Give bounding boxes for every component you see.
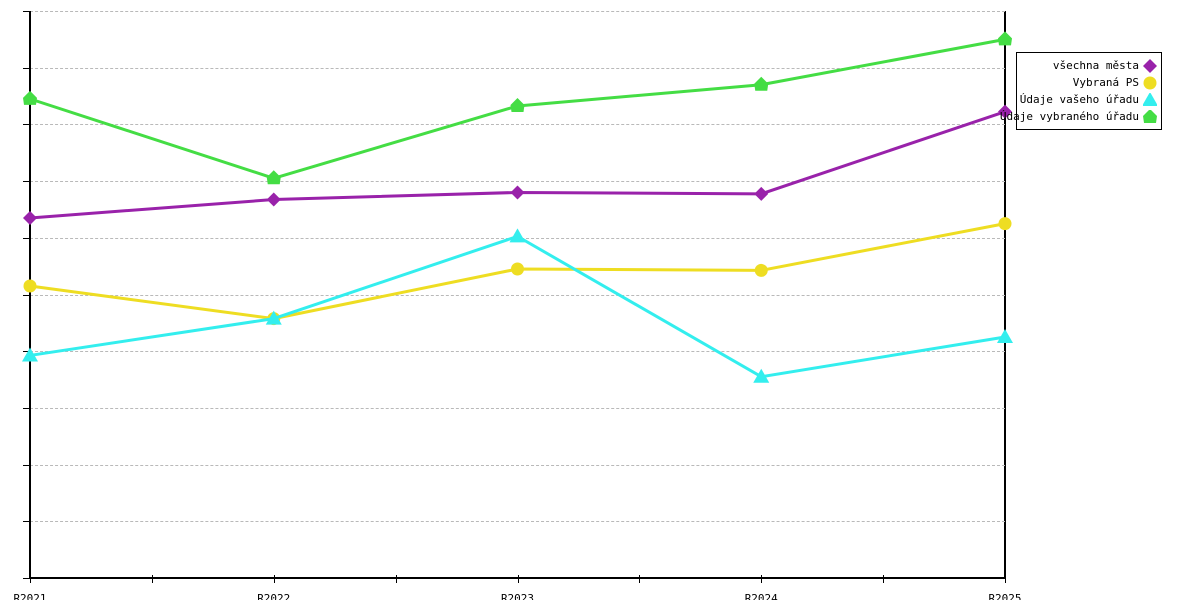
data-point[interactable] <box>265 310 282 325</box>
data-point[interactable] <box>998 104 1012 119</box>
legend-item[interactable]: Údaje vašeho úřadu <box>1019 91 1157 108</box>
series-layer <box>22 31 1013 383</box>
gridline <box>30 351 1005 353</box>
data-point[interactable] <box>266 192 281 207</box>
y-axis-tick <box>23 521 31 523</box>
gridline <box>30 11 1005 12</box>
y-axis-tick <box>23 181 31 183</box>
x-axis-tick <box>761 575 763 583</box>
gridline <box>30 294 1005 296</box>
y-axis-tick <box>23 124 31 126</box>
legend-marker-pentagon-icon <box>1143 109 1157 123</box>
data-point[interactable] <box>23 279 37 293</box>
y-axis-tick <box>23 578 31 579</box>
x-axis-tick <box>395 575 397 583</box>
data-point[interactable] <box>511 262 524 276</box>
y-axis-tick <box>23 237 31 239</box>
x-axis-tick <box>1005 575 1006 583</box>
x-axis-tick-label: R2021 <box>13 592 47 600</box>
legend-marker-circle-icon <box>1143 76 1157 89</box>
x-axis-tick <box>30 575 31 583</box>
legend-marker-triangle-icon <box>1143 92 1157 106</box>
data-point[interactable] <box>22 347 38 362</box>
right-axis-line <box>1004 11 1006 578</box>
legend-item-label: všechna města <box>1052 59 1139 72</box>
x-axis-tick-label: R2025 <box>988 592 1022 600</box>
gridline <box>30 67 1005 69</box>
y-axis-tick <box>23 464 31 466</box>
series-3 <box>22 228 1013 383</box>
y-axis-tick <box>23 351 31 353</box>
legend-item-label: Údaje vašeho úřadu <box>1019 93 1139 106</box>
data-point[interactable] <box>23 90 37 105</box>
x-axis-tick-label: R2024 <box>744 592 778 600</box>
x-axis-tick-label: R2023 <box>500 592 535 600</box>
data-point[interactable] <box>23 210 37 225</box>
data-point[interactable] <box>266 170 281 185</box>
x-axis-tick <box>273 575 275 583</box>
gridline <box>30 407 1005 409</box>
gridline <box>30 124 1005 126</box>
data-point[interactable] <box>754 76 769 91</box>
legend-item[interactable]: Údaje vybraného úřadu <box>1000 108 1157 125</box>
data-point[interactable] <box>509 228 526 243</box>
gridline <box>30 464 1005 466</box>
legend-item-label: Vybraná PS <box>1072 76 1139 89</box>
legend-item[interactable]: Vybraná PS <box>1019 74 1157 91</box>
x-axis-tick <box>151 575 153 583</box>
data-point[interactable] <box>754 263 768 277</box>
x-axis-tick <box>517 575 519 583</box>
data-point[interactable] <box>510 97 525 112</box>
series-line <box>28 110 1007 220</box>
x-axis-tick-label: R2022 <box>257 592 291 600</box>
y-axis-tick <box>23 67 31 69</box>
data-point[interactable] <box>997 329 1013 344</box>
y-axis-tick <box>23 294 31 296</box>
data-point[interactable] <box>753 368 770 383</box>
chart-legend: všechna města Vybraná PS Údaje vašeho úřad… <box>1000 52 1162 130</box>
data-point[interactable] <box>510 185 525 200</box>
plot-area: 00.20.40.60.811.21.41.61.82 R2021R2022R2… <box>13 11 1022 600</box>
data-point[interactable] <box>998 31 1012 46</box>
gridline <box>30 521 1005 523</box>
series-1 <box>23 104 1012 225</box>
gridline <box>30 181 1005 183</box>
legend-item[interactable]: všechna města <box>1019 57 1157 74</box>
data-point[interactable] <box>754 186 769 201</box>
y-axis-tick <box>23 11 31 12</box>
legend-item-label: Údaje vybraného úřadu <box>999 110 1139 123</box>
y-axis-tick <box>23 407 31 409</box>
series-4 <box>23 31 1012 185</box>
data-point[interactable] <box>998 217 1012 231</box>
x-axis-tick <box>883 575 885 583</box>
legend-marker-diamond-icon <box>1143 58 1157 73</box>
x-axis-tick <box>639 575 641 583</box>
